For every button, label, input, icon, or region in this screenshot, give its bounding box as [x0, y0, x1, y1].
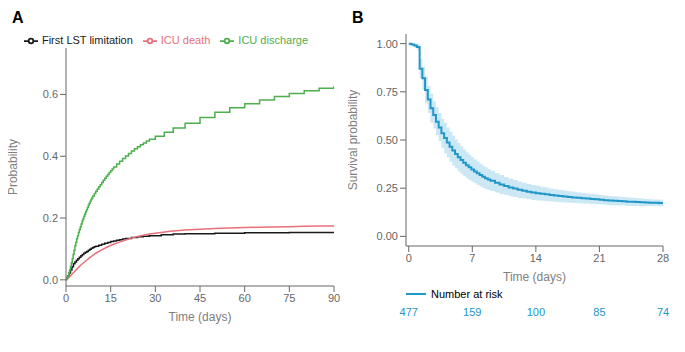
svg-text:Survival probability: Survival probability	[348, 90, 360, 191]
svg-text:30: 30	[149, 292, 161, 304]
svg-text:90: 90	[328, 292, 340, 304]
svg-text:21: 21	[593, 252, 605, 264]
svg-text:15: 15	[105, 292, 117, 304]
html-text:ICU death: ICU death	[160, 34, 211, 46]
svg-text:28: 28	[657, 252, 669, 264]
svg-text:60: 60	[239, 292, 251, 304]
svg-text:Probability: Probability	[8, 139, 20, 195]
svg-text:74: 74	[657, 306, 669, 318]
svg-text:45: 45	[194, 292, 206, 304]
svg-text:Time (days): Time (days)	[169, 310, 232, 324]
svg-text:0.50: 0.50	[377, 134, 398, 146]
svg-text:159: 159	[463, 306, 481, 318]
svg-text:85: 85	[593, 306, 605, 318]
html-text:A: A	[12, 9, 24, 26]
svg-text:0.00: 0.00	[377, 230, 398, 242]
svg-text:Time (days): Time (days)	[503, 270, 566, 284]
svg-text:0.6: 0.6	[43, 88, 58, 100]
svg-text:0.0: 0.0	[43, 274, 58, 286]
html-text:Number at risk: Number at risk	[431, 288, 503, 300]
svg-text:0: 0	[63, 292, 69, 304]
html-text:ICU discharge: ICU discharge	[238, 34, 308, 46]
svg-text:1.00: 1.00	[377, 38, 398, 50]
html-text:B: B	[352, 9, 364, 26]
svg-text:7: 7	[469, 252, 475, 264]
svg-text:100: 100	[527, 306, 545, 318]
svg-text:0.25: 0.25	[377, 182, 398, 194]
svg-text:0.75: 0.75	[377, 86, 398, 98]
svg-text:0.2: 0.2	[43, 212, 58, 224]
svg-text:75: 75	[283, 292, 295, 304]
svg-text:0.4: 0.4	[43, 150, 58, 162]
svg-text:477: 477	[400, 306, 418, 318]
svg-text:14: 14	[530, 252, 542, 264]
html-text:First LST limitation: First LST limitation	[41, 34, 133, 46]
svg-text:0: 0	[406, 252, 412, 264]
